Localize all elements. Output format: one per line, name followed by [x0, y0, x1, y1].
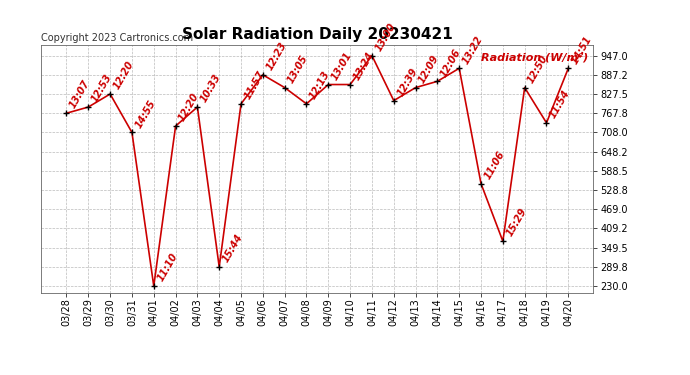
Text: 11:54: 11:54 — [548, 88, 572, 120]
Text: 13:01: 13:01 — [330, 50, 354, 82]
Text: 13:07: 13:07 — [68, 79, 92, 110]
Text: 12:09: 12:09 — [417, 53, 441, 85]
Text: 12:50: 12:50 — [526, 53, 550, 85]
Text: 14:55: 14:55 — [133, 98, 157, 130]
Text: 10:33: 10:33 — [199, 72, 223, 104]
Title: Solar Radiation Daily 20230421: Solar Radiation Daily 20230421 — [182, 27, 453, 42]
Text: Copyright 2023 Cartronics.com: Copyright 2023 Cartronics.com — [41, 33, 193, 42]
Text: 14:51: 14:51 — [570, 34, 594, 66]
Text: 13:24: 13:24 — [351, 50, 375, 82]
Text: 12:39: 12:39 — [395, 66, 420, 98]
Text: 11:10: 11:10 — [155, 252, 179, 283]
Text: 12:53: 12:53 — [90, 72, 114, 104]
Text: 13:00: 13:00 — [373, 21, 397, 53]
Text: 13:22: 13:22 — [461, 34, 484, 66]
Text: 12:06: 12:06 — [439, 47, 463, 78]
Text: 12:20: 12:20 — [177, 92, 201, 123]
Text: 13:05: 13:05 — [286, 53, 310, 85]
Text: 12:20: 12:20 — [112, 60, 136, 91]
Text: 12:23: 12:23 — [264, 40, 288, 72]
Text: 15:44: 15:44 — [221, 232, 245, 264]
Text: 11:06: 11:06 — [482, 149, 506, 181]
Text: 11:57: 11:57 — [242, 69, 266, 101]
Text: 12:13: 12:13 — [308, 69, 332, 101]
Text: Radiation (W/m²): Radiation (W/m²) — [481, 53, 588, 62]
Text: 15:29: 15:29 — [504, 207, 529, 238]
